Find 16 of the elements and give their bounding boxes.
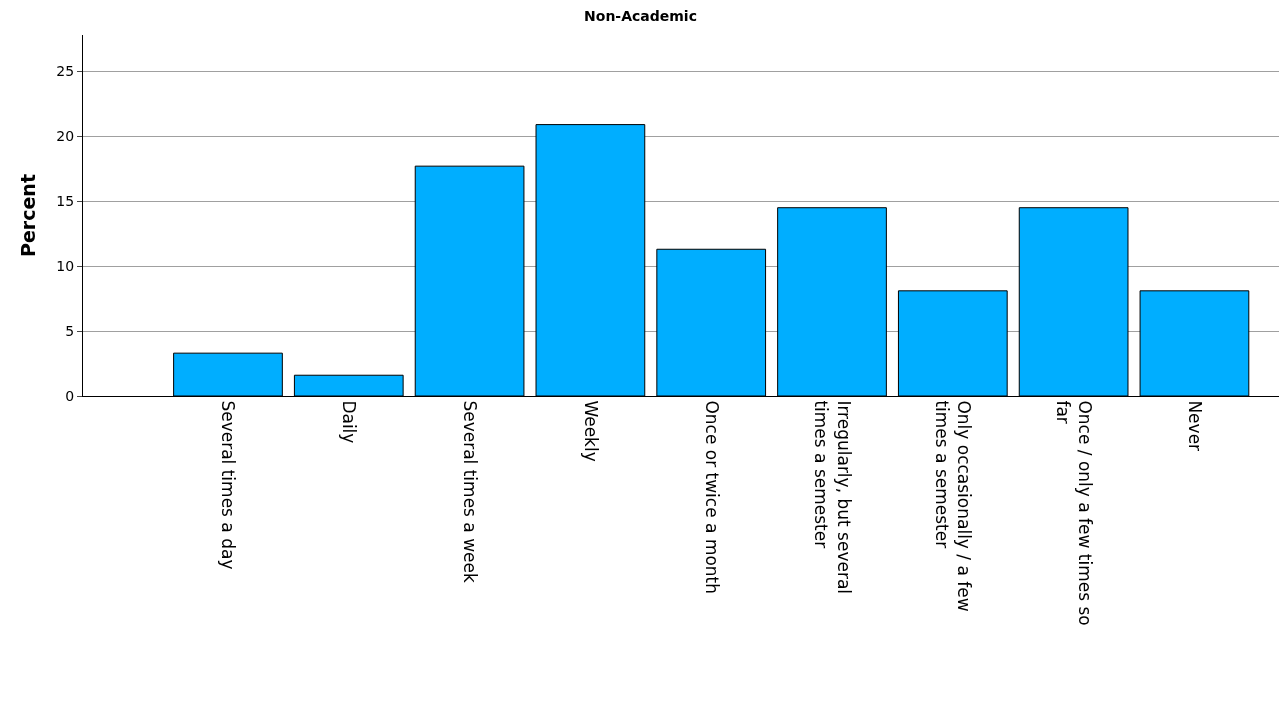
x-tick-label: Irregularly, but several times a semester (811, 400, 854, 595)
y-tick-label: 5 (65, 322, 75, 339)
x-tick-label: Daily (339, 400, 360, 444)
y-axis-title: Percent (17, 174, 39, 257)
y-tick-label: 20 (56, 128, 75, 145)
x-tick-label: Weekly (580, 400, 601, 462)
x-tick-label: Never (1184, 400, 1205, 452)
chart-title: Non-Academic (584, 7, 697, 24)
x-tick-label: Several times a week (460, 400, 481, 584)
y-tick-label: 25 (56, 63, 75, 80)
y-tick-label: 15 (56, 193, 75, 210)
y-tick-label: 0 (65, 387, 75, 404)
y-tick-label: 10 (56, 258, 75, 275)
x-tick-label: Several times a day (218, 400, 239, 570)
x-tick-label: Once / only a few times so far (1053, 400, 1096, 626)
x-tick-label: Once or twice a month (701, 400, 722, 595)
